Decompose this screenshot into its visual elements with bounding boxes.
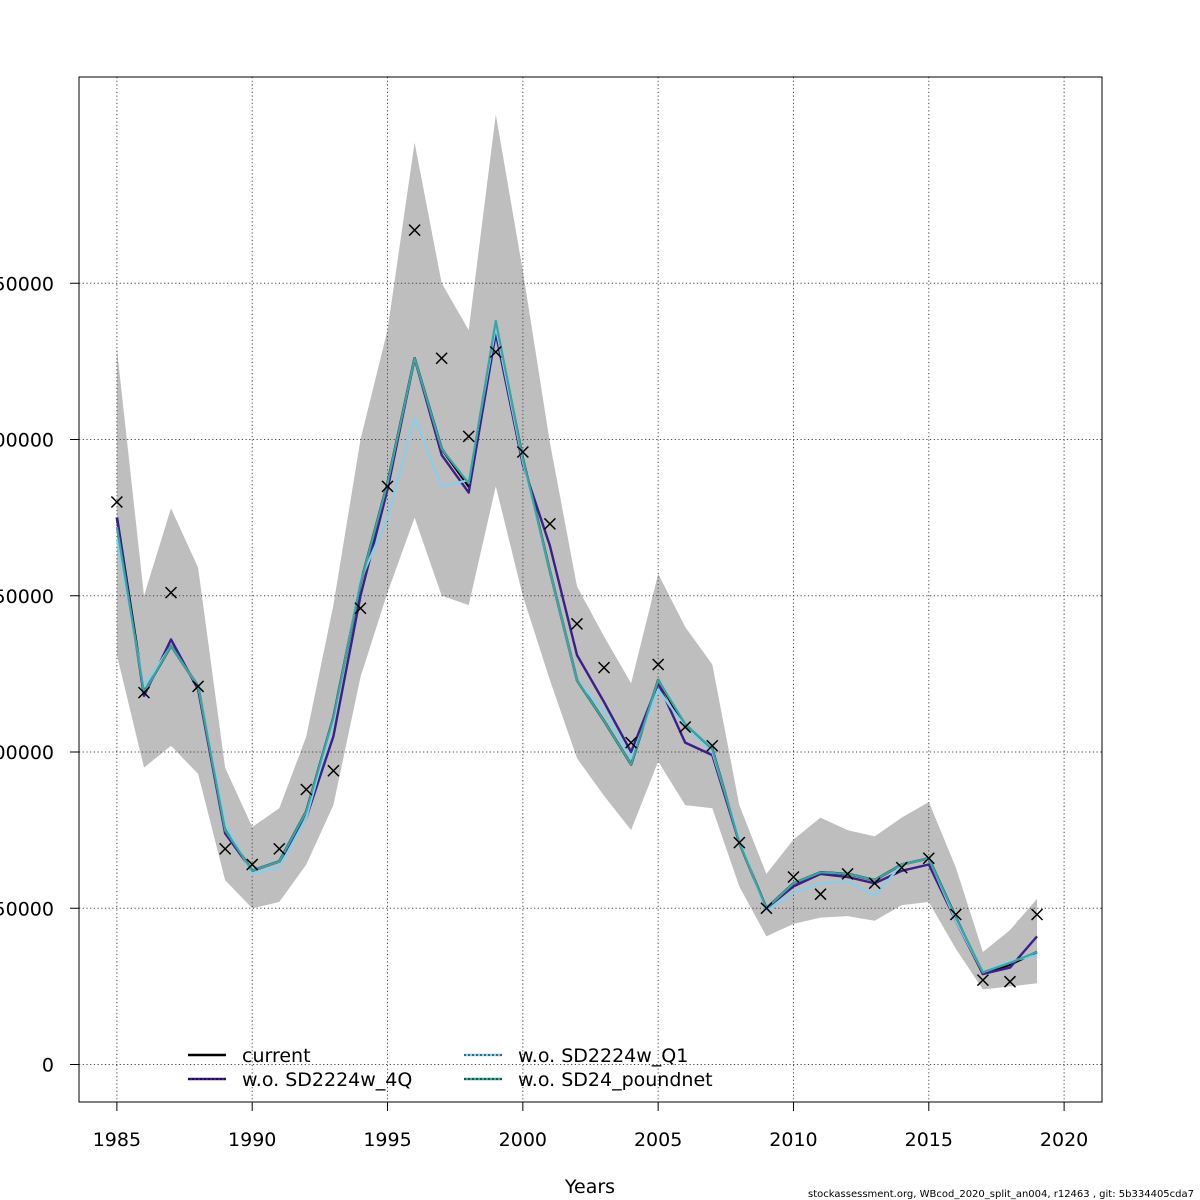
observed-point (679, 720, 692, 734)
legend-entry-0: current (188, 1045, 311, 1067)
observed-point (516, 445, 529, 459)
x-tick-label: 2010 (769, 1129, 817, 1151)
observed-point (300, 783, 313, 796)
observed-point (381, 480, 394, 493)
observed-point (598, 661, 611, 674)
y-tick-label: 150000 (0, 586, 54, 608)
y-tick-label: 0 (42, 1055, 54, 1077)
observed-point (787, 870, 800, 884)
observed-point (652, 658, 665, 671)
observed-point (354, 602, 367, 615)
observed-point (489, 345, 502, 359)
legend-label: current (242, 1045, 311, 1067)
observed-point (949, 908, 962, 921)
observed-point (1003, 975, 1017, 988)
x-tick-label: 2015 (905, 1129, 953, 1151)
y-tick-label: 100000 (0, 742, 54, 764)
observed-point (435, 352, 448, 365)
x-tick-label: 2005 (634, 1129, 682, 1151)
observed-point (868, 877, 881, 890)
observed-point (246, 858, 259, 871)
confidence-band (116, 114, 1037, 990)
observed-points-layer (110, 224, 1044, 988)
legend-label: w.o. SD2224w_Q1 (518, 1045, 688, 1067)
x-axis-title: Years (564, 1176, 615, 1198)
x-tick-label: 1995 (363, 1129, 411, 1151)
observed-point (760, 902, 773, 915)
observed-point (841, 867, 854, 880)
legend-label: w.o. SD24_poundnet (518, 1069, 713, 1091)
observed-point (1031, 908, 1044, 921)
legend-label: w.o. SD2224w_4Q (242, 1069, 412, 1091)
observed-point (164, 586, 178, 599)
footer-credit: stockassessment.org, WBcod_2020_split_an… (808, 1189, 1194, 1200)
observed-point (625, 736, 638, 749)
legend-entry-1: w.o. SD2224w_4Q (188, 1069, 412, 1091)
observed-point (976, 974, 989, 987)
observed-point (895, 861, 908, 874)
x-tick-label: 1985 (93, 1129, 141, 1151)
observed-point (327, 764, 340, 777)
observed-point (192, 680, 205, 693)
y-tick-label: 250000 (0, 273, 54, 295)
observed-point (110, 495, 123, 509)
grid-layer (79, 77, 1102, 1102)
observed-point (570, 617, 583, 630)
observed-point (733, 836, 746, 849)
legend-entry-3: w.o. SD24_poundnet (464, 1069, 713, 1091)
y-tick-label: 50000 (0, 898, 54, 920)
x-axis: 1985 1990 1995 2000 2005 2010 2015 2020 (93, 1101, 1088, 1151)
x-tick-label: 2000 (499, 1129, 547, 1151)
observed-point (462, 430, 475, 443)
legend-entry-2: w.o. SD2224w_Q1 (464, 1045, 688, 1067)
observed-point (543, 517, 556, 530)
observed-point (706, 739, 719, 752)
observed-point (408, 224, 421, 237)
observed-point (137, 686, 150, 699)
observed-point (814, 888, 827, 901)
x-tick-label: 2020 (1040, 1129, 1088, 1151)
confidence-band-layer (116, 114, 1037, 990)
series-line-layer (115, 319, 1038, 976)
observed-point (219, 842, 232, 855)
plot-frame (78, 76, 1103, 1103)
series-line-3 (115, 319, 1038, 974)
observed-point (273, 842, 286, 855)
x-tick-label: 1990 (228, 1129, 276, 1151)
observed-point (922, 852, 935, 865)
